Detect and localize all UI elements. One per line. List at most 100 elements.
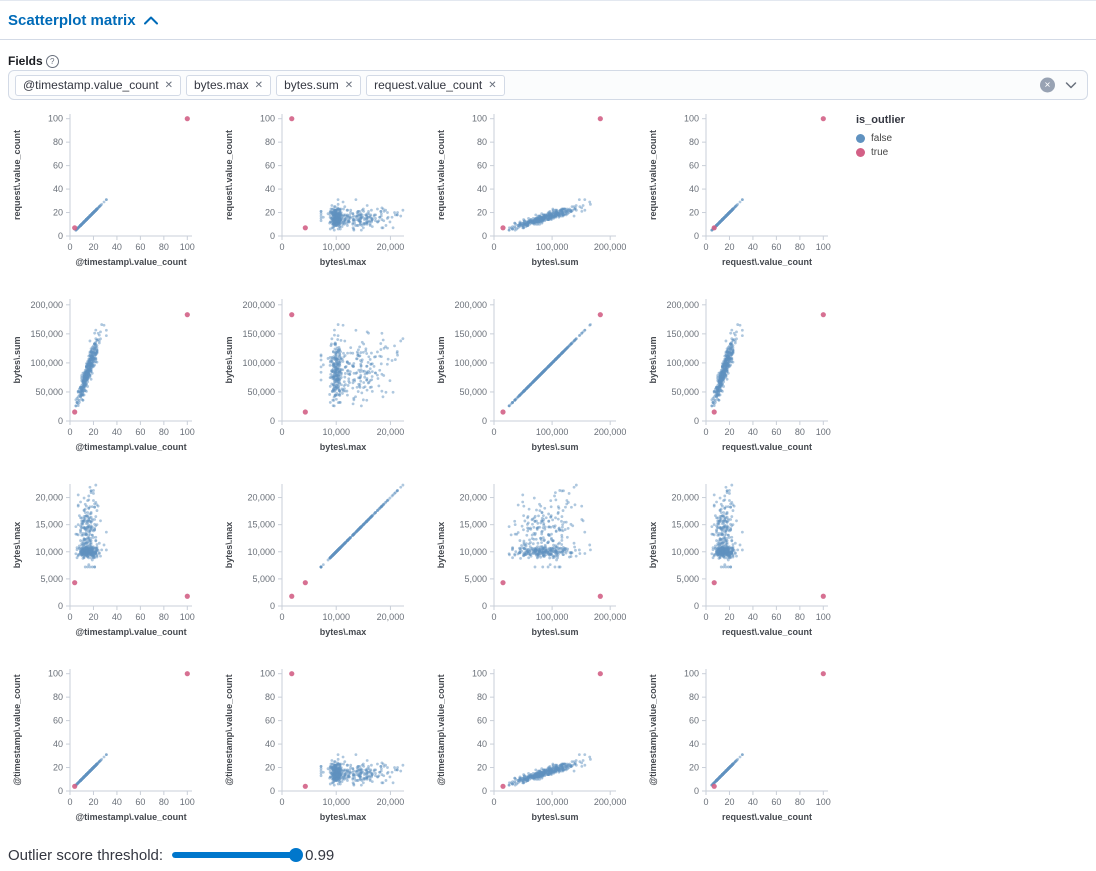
svg-text:40: 40 [748, 242, 758, 252]
svg-text:0: 0 [270, 231, 275, 241]
svg-text:60: 60 [265, 161, 275, 171]
svg-text:50,000: 50,000 [35, 387, 63, 397]
fields-combobox[interactable]: @timestamp.value_count ✕ bytes.max ✕ bytes.s… [8, 70, 1088, 100]
scatterplot-request-vs-timestamp[interactable]: 0 20 40 60 80 100 0 20 40 60 80 100 @timestamp\.valu… [8, 106, 220, 291]
svg-text:100: 100 [48, 114, 63, 124]
scatterplot-request-vs-request[interactable]: 0 20 40 60 80 100 0 20 40 60 80 100 request\.value_c… [644, 106, 856, 291]
svg-text:0: 0 [694, 231, 699, 241]
svg-text:request\.value_count: request\.value_count [12, 130, 22, 220]
field-chip-label: bytes.sum [284, 78, 339, 92]
legend-label: true [871, 147, 889, 158]
field-chip-label: request.value_count [374, 78, 483, 92]
remove-field-icon[interactable]: ✕ [488, 79, 497, 91]
svg-text:40: 40 [112, 612, 122, 622]
scatterplot-request-vs-bytes_sum[interactable]: 0 100,000 200,000 0 20 40 60 80 100 bytes\.sum req… [432, 106, 644, 291]
svg-text:20: 20 [88, 612, 98, 622]
svg-text:0: 0 [482, 601, 487, 611]
scatterplot-bytes_sum-vs-bytes_max[interactable]: 0 10,000 20,000 0 50,000 100,000 150,000 200,00… [220, 291, 432, 476]
svg-text:80: 80 [159, 242, 169, 252]
svg-text:100,000: 100,000 [454, 358, 487, 368]
svg-text:0: 0 [703, 242, 708, 252]
svg-text:80: 80 [795, 427, 805, 437]
scatterplot-bytes_max-vs-bytes_max[interactable]: 0 10,000 20,000 0 5,000 10,000 15,000 20,000 byt… [220, 476, 432, 661]
svg-text:60: 60 [135, 612, 145, 622]
threshold-slider[interactable] [172, 848, 303, 862]
svg-text:100,000: 100,000 [666, 358, 699, 368]
fields-help-icon[interactable]: ? [45, 55, 59, 68]
svg-text:40: 40 [748, 612, 758, 622]
legend-dot [856, 148, 865, 157]
svg-text:20: 20 [724, 242, 734, 252]
svg-text:100: 100 [260, 114, 275, 124]
svg-text:0: 0 [491, 612, 496, 622]
slider-thumb[interactable] [288, 848, 303, 862]
svg-text:request\.value_count: request\.value_count [648, 130, 658, 220]
svg-text:bytes\.max: bytes\.max [12, 522, 22, 569]
svg-text:100: 100 [180, 242, 195, 252]
panel-header: Scatterplot matrix [0, 0, 1096, 40]
svg-text:80: 80 [689, 137, 699, 147]
remove-field-icon[interactable]: ✕ [254, 79, 264, 91]
svg-text:10,000: 10,000 [247, 547, 275, 557]
field-chip: bytes.max ✕ [185, 74, 272, 96]
svg-text:request\.value_count: request\.value_count [224, 130, 234, 220]
field-chip-label: @timestamp.value_count [23, 78, 159, 92]
svg-text:100: 100 [180, 612, 195, 622]
svg-text:20: 20 [724, 612, 734, 622]
svg-text:100: 100 [180, 427, 195, 437]
scatterplot-timestamp-vs-bytes_sum[interactable]: 0 100,000 200,000020406080100bytes\.sum@ti… [432, 661, 644, 846]
svg-text:0: 0 [482, 231, 487, 241]
svg-text:5,000: 5,000 [464, 574, 487, 584]
svg-text:100: 100 [816, 612, 831, 622]
panel-title[interactable]: Scatterplot matrix [8, 11, 136, 29]
svg-text:50,000: 50,000 [459, 387, 487, 397]
svg-text:0: 0 [270, 416, 275, 426]
svg-text:20,000: 20,000 [671, 493, 699, 503]
chevron-down-icon[interactable] [1065, 80, 1077, 90]
svg-text:200,000: 200,000 [242, 300, 275, 310]
svg-text:0: 0 [482, 416, 487, 426]
slider-fill [172, 852, 296, 858]
scatterplot-bytes_max-vs-bytes_sum[interactable]: 0 100,000 200,000 0 5,000 10,000 15,000 20,000 b… [432, 476, 644, 661]
scatterplot-request-vs-bytes_max[interactable]: 0 10,000 20,000 0 20 40 60 80 100 bytes\.max reque… [220, 106, 432, 291]
legend-dot [856, 134, 865, 143]
svg-text:0: 0 [694, 601, 699, 611]
threshold-value: 0.99 [305, 846, 335, 864]
svg-text:bytes\.sum: bytes\.sum [531, 627, 578, 637]
svg-text:200,000: 200,000 [594, 427, 627, 437]
combobox-chips: @timestamp.value_count ✕ bytes.max ✕ bytes.s… [15, 74, 505, 96]
svg-text:60: 60 [771, 242, 781, 252]
scatterplot-bytes_sum-vs-request[interactable]: 0 20 40 60 80 100 0 50,000 100,000 150,000 200,000… [644, 291, 856, 476]
scatterplot-bytes_sum-vs-bytes_sum[interactable]: 0 100,000 200,000 0 50,000 100,000 150,000 200,… [432, 291, 644, 476]
svg-text:0: 0 [694, 416, 699, 426]
svg-text:40: 40 [112, 242, 122, 252]
remove-field-icon[interactable]: ✕ [164, 79, 173, 91]
scatterplot-timestamp-vs-request[interactable]: 0 20 40 60 80 100020406080100request\.value_c… [644, 661, 856, 846]
slider-track[interactable] [172, 852, 298, 858]
svg-text:60: 60 [135, 427, 145, 437]
scatterplot-bytes_max-vs-timestamp[interactable]: 0 20 40 60 80 100 0 5,000 10,000 15,000 20,000 @tim… [8, 476, 220, 661]
svg-text:200,000: 200,000 [594, 242, 627, 252]
svg-text:bytes\.sum: bytes\.sum [224, 336, 234, 383]
remove-field-icon[interactable]: ✕ [344, 79, 354, 91]
svg-text:0: 0 [58, 416, 63, 426]
field-chip: request.value_count ✕ [366, 74, 505, 96]
svg-text:bytes\.sum: bytes\.sum [436, 336, 446, 383]
svg-text:100: 100 [684, 114, 699, 124]
svg-text:bytes\.max: bytes\.max [224, 522, 234, 569]
svg-text:20,000: 20,000 [35, 493, 63, 503]
svg-text:0: 0 [58, 601, 63, 611]
svg-text:20: 20 [265, 208, 275, 218]
svg-text:@timestamp\.value_count: @timestamp\.value_count [75, 257, 186, 267]
scatterplot-timestamp-vs-timestamp[interactable]: 0 20 40 60 80 100020406080100@timestamp\.valu… [8, 661, 220, 846]
svg-text:5,000: 5,000 [40, 574, 63, 584]
svg-text:40: 40 [477, 184, 487, 194]
svg-text:80: 80 [159, 427, 169, 437]
scatterplot-bytes_sum-vs-timestamp[interactable]: 0 20 40 60 80 100 0 50,000 100,000 150,000 200,000… [8, 291, 220, 476]
svg-text:20: 20 [88, 427, 98, 437]
chevron-up-icon[interactable] [143, 16, 158, 25]
svg-text:20,000: 20,000 [377, 427, 405, 437]
scatterplot-timestamp-vs-bytes_max[interactable]: 0 10,000 20,000020406080100bytes\.max@time… [220, 661, 432, 846]
clear-all-icon[interactable]: ✕ [1040, 77, 1055, 93]
scatterplot-bytes_max-vs-request[interactable]: 0 20 40 60 80 100 0 5,000 10,000 15,000 20,000 requ… [644, 476, 856, 661]
